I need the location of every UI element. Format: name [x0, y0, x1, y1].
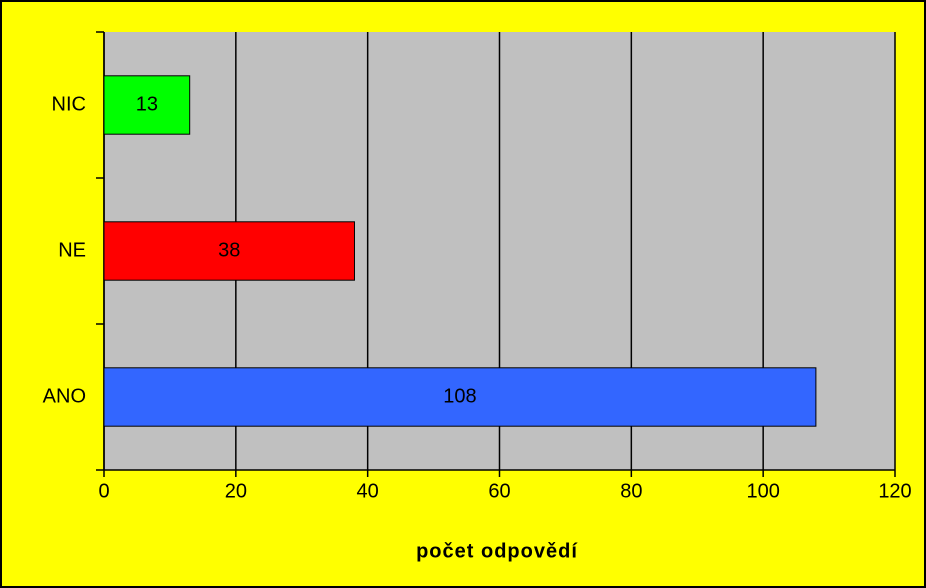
x-tick-label: 20	[225, 480, 247, 502]
y-tick-label: NE	[58, 239, 86, 261]
y-tick-label: NIC	[52, 93, 86, 115]
bar	[103, 75, 191, 135]
data-label: 13	[136, 93, 158, 115]
data-label: 38	[218, 239, 240, 261]
x-tick-label: 60	[488, 480, 510, 502]
x-axis-label: počet odpovědí	[416, 540, 578, 562]
x-tick-label: 80	[620, 480, 642, 502]
x-tick-label: 100	[746, 480, 779, 502]
data-label: 108	[443, 385, 476, 407]
bar	[103, 221, 355, 281]
x-tick-label: 120	[878, 480, 911, 502]
bar	[103, 367, 817, 427]
x-tick-label: 40	[357, 480, 379, 502]
y-tick-label: ANO	[43, 385, 86, 407]
x-tick-label: 0	[98, 480, 109, 502]
